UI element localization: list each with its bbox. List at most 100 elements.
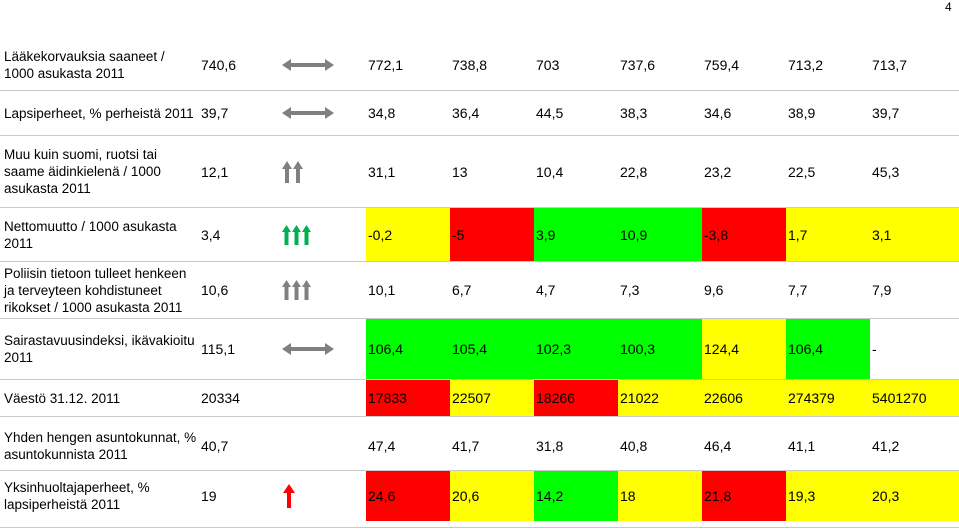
value-cell: 23,2 [704,163,732,180]
row-divider [0,261,959,262]
value-cell: 34,6 [704,105,732,121]
row-label: Lääkekorvauksia saaneet / 1000 asukasta … [4,49,165,81]
value-cell: 19,3 [786,471,870,521]
table-row: Yhden hengen asuntokunnat, % asuntokunni… [0,424,959,468]
base-value: 12,1 [201,163,229,180]
value-cell: 34,8 [368,105,396,121]
three-gray-up-arrows-icon [282,262,334,318]
value-cell: 31,8 [536,438,564,454]
base-value: 40,7 [201,438,229,454]
value-cell: 3,1 [870,208,959,261]
value-cell: 41,2 [872,438,900,454]
base-value: 740,6 [201,57,237,73]
value-cell: -0,2 [366,208,450,261]
page-number: 4 [945,0,952,14]
value-cell: 39,7 [872,105,900,121]
value-cell: 41,1 [788,438,816,454]
value-cell: 21022 [618,380,702,416]
table-row: Lääkekorvauksia saaneet / 1000 asukasta … [0,40,959,90]
row-label: Sairastavuusindeksi, ikävakioitu 2011 [4,333,195,365]
value-cell: 7,7 [788,282,808,298]
base-value: 19 [201,488,217,504]
value-cell: 45,3 [872,163,900,180]
value-cell: 24,6 [366,471,450,521]
value-cell: -5 [450,208,534,261]
value-cell: 22606 [702,380,786,416]
value-cell: 41,7 [452,438,480,454]
table-row: Sairastavuusindeksi, ikävakioitu 2011 11… [0,319,959,379]
row-label: Väestö 31.12. 2011 [4,390,121,406]
value-cell: 10,9 [618,208,702,261]
value-cell: 713,2 [788,57,824,73]
row-divider [0,379,959,380]
value-cell: - [872,341,877,357]
value-cell: 102,3 [534,319,618,379]
value-cell: 759,4 [704,57,740,73]
value-cell: 10,1 [368,282,396,298]
value-cell: 1,7 [786,208,870,261]
row-label: Muu kuin suomi, ruotsi tai saame äidinki… [4,147,161,196]
value-cell: 4,7 [536,282,556,298]
value-cell: 22507 [450,380,534,416]
value-cell: 31,1 [368,163,396,180]
base-value: 10,6 [201,282,229,298]
value-cell: 5401270 [870,380,959,416]
value-cell: 44,5 [536,105,564,121]
value-cell: 20,6 [450,471,534,521]
table-row: Yksinhuoltajaperheet, % lapsiperheistä 2… [0,471,959,521]
value-cell: 10,4 [536,163,564,180]
value-cell: 124,4 [702,319,786,379]
row-divider [0,207,959,208]
row-divider [0,470,959,471]
value-cell: 703 [536,57,560,73]
row-label: Yhden hengen asuntokunnat, % asuntokunni… [4,430,197,462]
row-label: Nettomuutto / 1000 asukasta 2011 [4,218,177,251]
value-cell: 100,3 [618,319,702,379]
row-label: Yksinhuoltajaperheet, % lapsiperheistä 2… [4,480,150,512]
base-value: 115,1 [201,341,235,357]
base-value: 20334 [201,390,240,406]
base-value: 39,7 [201,105,229,121]
value-cell: 772,1 [368,57,404,73]
row-divider [0,318,959,319]
row-label: Poliisin tietoon tulleet henkeen ja terv… [4,265,187,315]
value-cell: 18 [618,471,702,521]
row-divider [0,135,959,136]
two-gray-up-arrows-icon [282,136,334,207]
value-cell: 18266 [534,380,618,416]
table-row: Muu kuin suomi, ruotsi tai saame äidinki… [0,136,959,207]
horizontal-double-arrow-icon [282,40,334,90]
value-cell: 9,6 [704,282,724,298]
value-cell: 7,9 [872,282,892,298]
value-cell: 46,4 [704,438,732,454]
value-cell: 3,9 [534,208,618,261]
value-cell: 38,9 [788,105,816,121]
value-cell: 22,8 [620,163,648,180]
table-row: Lapsiperheet, % perheistä 2011 39,7 34,8… [0,91,959,135]
value-cell: 17833 [366,380,450,416]
value-cell: 105,4 [450,319,534,379]
value-cell: 36,4 [452,105,480,121]
value-cell: 21,8 [702,471,786,521]
horizontal-double-arrow-icon [282,91,334,135]
value-cell: 20,3 [870,471,959,521]
value-cell: 14,2 [534,471,618,521]
value-cell: 6,7 [452,282,472,298]
value-cell: -3,8 [702,208,786,261]
value-cell: 106,4 [786,319,870,379]
table-row: Nettomuutto / 1000 asukasta 2011 3,4 -0,… [0,208,959,261]
row-divider [0,527,959,528]
value-cell: 737,6 [620,57,656,73]
value-cell: 713,7 [872,57,908,73]
horizontal-double-arrow-icon [282,319,334,379]
row-divider [0,416,959,417]
table-row: Väestö 31.12. 2011 20334 17833 22507 182… [0,380,959,416]
row-label: Lapsiperheet, % perheistä 2011 [4,105,194,121]
value-cell: 274379 [786,380,870,416]
base-value: 3,4 [201,226,221,243]
value-cell: 22,5 [788,163,816,180]
value-cell: 40,8 [620,438,648,454]
value-cell: 7,3 [620,282,640,298]
value-cell: 106,4 [366,319,450,379]
value-cell: 38,3 [620,105,648,121]
